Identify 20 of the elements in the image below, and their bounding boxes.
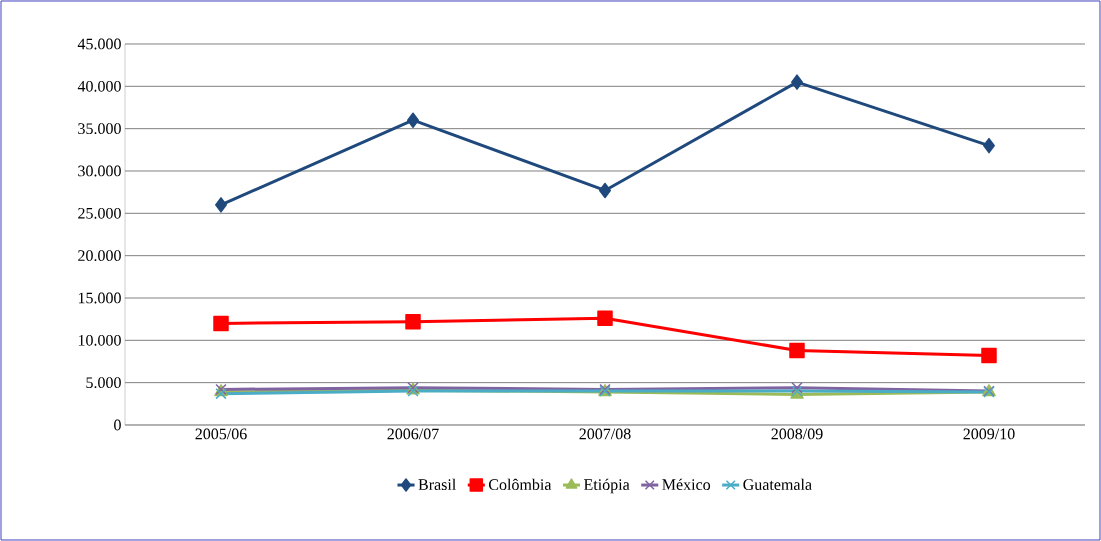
x-tick-label: 2006/07: [387, 428, 439, 440]
y-tick-label: 30.000: [78, 165, 121, 177]
y-tick-label: 25.000: [78, 207, 121, 219]
y-tick-label: 35.000: [78, 123, 121, 135]
y-tick-label: 45.000: [77, 38, 121, 50]
x-tick-label: 2009/10: [963, 428, 1015, 440]
y-tick-label: 10.000: [78, 334, 121, 346]
legend-label: Colômbia: [488, 478, 552, 491]
legend-label: México: [662, 478, 711, 490]
y-tick-label: 0: [114, 419, 121, 431]
y-tick-label: 40.000: [77, 80, 121, 92]
x-tick-label: 2008/09: [771, 428, 823, 440]
legend-label: Brasil: [418, 478, 456, 490]
x-tick-label: 2007/08: [579, 428, 631, 440]
legend-label: Guatemala: [743, 478, 812, 490]
legend-label: Etiópia: [583, 478, 630, 494]
y-tick-label: 20.000: [78, 250, 121, 262]
y-tick-label: 15.000: [78, 292, 121, 304]
y-tick-label: 5.000: [86, 377, 121, 389]
x-tick-label: 2005/06: [195, 428, 247, 440]
